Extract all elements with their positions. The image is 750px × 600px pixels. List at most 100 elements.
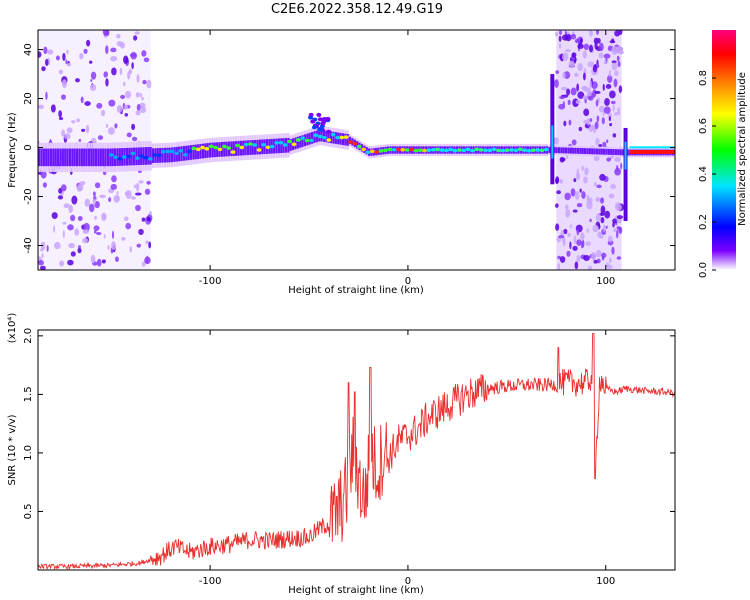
signal-core (239, 145, 245, 150)
signal-envelope (56, 148, 60, 167)
noise-blob (71, 120, 76, 124)
noise-blob (138, 180, 144, 184)
noise-blob (589, 30, 593, 37)
signal-envelope (147, 147, 150, 165)
signal-envelope (225, 141, 228, 157)
signal-envelope (111, 148, 114, 167)
noise-blob (55, 55, 61, 61)
noise-blob (82, 237, 89, 244)
snr-frame (37, 329, 676, 571)
signal-bump (326, 129, 332, 134)
noise-blob (563, 228, 568, 235)
noise-blob (76, 118, 80, 123)
colorbar-gradient (712, 30, 736, 270)
noise-blob (99, 194, 106, 199)
noise-blob (75, 78, 80, 83)
noise-blob (593, 259, 598, 264)
noise-blob (580, 38, 583, 44)
noise-blob (616, 256, 622, 260)
x-tick-label: 0 (405, 576, 411, 587)
signal-core (191, 146, 197, 151)
noise-blob (146, 216, 151, 222)
noise-blob (88, 203, 95, 213)
noise-blob (614, 156, 621, 163)
colorbar-tick-label: 0.2 (698, 214, 709, 230)
noise-blob (558, 103, 566, 110)
signal-core (230, 150, 236, 154)
signal-envelope (52, 148, 55, 167)
noise-blob (141, 50, 147, 57)
signal-core (278, 140, 284, 145)
noise-blob (600, 205, 606, 215)
noise-blob (116, 104, 123, 113)
signal-core (539, 148, 545, 153)
signal-envelope (213, 142, 216, 158)
colorbar-tick-label: 0.6 (698, 118, 709, 134)
signal-envelope (97, 148, 100, 167)
signal-envelope (600, 148, 603, 155)
noise-blob (50, 104, 56, 113)
signal-core (265, 145, 271, 150)
signal-core (517, 147, 523, 152)
noise-blob (601, 252, 607, 258)
noise-blob (96, 102, 103, 109)
signal-envelope (584, 148, 587, 155)
noise-blob (574, 261, 579, 270)
signal-core (461, 148, 467, 153)
x-tick-label: 0 (405, 276, 411, 287)
noise-blob (585, 241, 591, 246)
noise-blob (85, 124, 90, 134)
noise-blob (58, 116, 64, 121)
noise-blob (589, 80, 592, 89)
noise-blob (566, 250, 571, 257)
noise-blob (82, 229, 90, 234)
noise-blob (107, 245, 110, 250)
noise-blob (610, 184, 617, 190)
noise-blob (572, 209, 578, 213)
signal-envelope (40, 148, 43, 167)
signal-envelope (308, 132, 311, 145)
noise-blob (603, 60, 607, 65)
noise-blob (612, 133, 617, 138)
noise-blob (103, 71, 108, 78)
noise-blob (574, 191, 580, 200)
x-tick-label: -100 (199, 576, 222, 587)
signal-envelope (605, 148, 608, 155)
signal-core (439, 148, 445, 152)
signal-envelope (626, 149, 629, 156)
noise-blob (119, 67, 123, 76)
noise-blob (556, 236, 562, 243)
noise-blob (616, 215, 624, 220)
signal-envelope (612, 149, 615, 155)
noise-blob (141, 217, 146, 222)
signal-envelope (263, 139, 266, 155)
noise-blob (561, 86, 568, 91)
signal-core (396, 147, 401, 152)
signal-envelope (579, 148, 582, 154)
noise-blob (61, 79, 67, 88)
noise-blob (79, 52, 84, 60)
noise-blob (555, 203, 559, 208)
signal-envelope (341, 133, 345, 146)
noise-blob (124, 104, 129, 110)
noise-blob (90, 78, 93, 83)
noise-blob (93, 230, 97, 234)
noise-blob (558, 43, 562, 49)
signal-envelope (277, 138, 280, 154)
colorbar-tick-label: 0.8 (698, 70, 709, 86)
signal-core (387, 147, 393, 152)
noise-blob (583, 255, 590, 262)
noise-blob (588, 95, 592, 100)
noise-blob (70, 251, 76, 257)
signal-core (308, 138, 314, 143)
signal-core (143, 155, 149, 160)
noise-blob (554, 79, 559, 88)
signal-envelope (194, 144, 197, 160)
signal-bump (317, 127, 323, 132)
noise-blob (595, 30, 600, 36)
signal-envelope (230, 141, 233, 157)
signal-envelope (130, 147, 133, 166)
signal-envelope (106, 148, 110, 167)
signal-core (352, 141, 358, 146)
